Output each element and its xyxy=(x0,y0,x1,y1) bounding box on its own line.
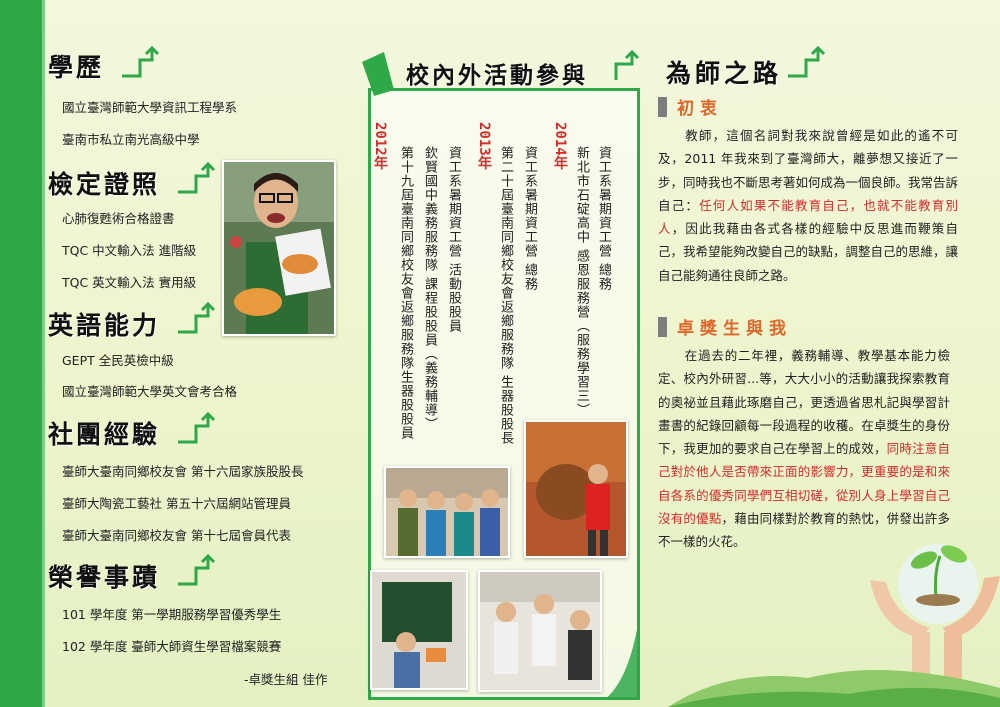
english-item: GEPT 全民英檢中級 xyxy=(62,353,174,368)
certificates-heading: 檢定證照 xyxy=(48,170,161,199)
activity-line: 欽賢國中義務服務隊 課程股股員（義務輔導） xyxy=(422,146,437,432)
honor-item: 101 學年度 第一學期服務學習優秀學生 xyxy=(62,607,282,622)
activity-photo xyxy=(524,420,628,558)
activity-line: 資工系暑期資工營 總務 xyxy=(596,146,611,292)
certificate-item: 心肺復甦術合格證書 xyxy=(62,211,175,226)
subheading-text: 卓獎生與我 xyxy=(677,319,792,339)
activity-year: 2014年 xyxy=(552,122,568,170)
activities-title: 校內外活動參與 xyxy=(406,62,588,89)
frame-corner-icon xyxy=(362,52,394,96)
activity-photo xyxy=(384,466,510,558)
activity-year: 2013年 xyxy=(476,122,492,170)
english-item: 國立臺灣師範大學英文會考合格 xyxy=(62,384,238,399)
subheading-original-intent: 初衷 xyxy=(658,94,723,119)
paragraph-text: ，因此我藉由各式各樣的經驗中反思進而鞭策自己，我希望能夠改變自己的缺點，調整自己… xyxy=(658,221,959,283)
subheading-text: 初衷 xyxy=(677,99,723,119)
education-heading: 學歷 xyxy=(48,53,105,82)
club-item: 臺師大陶瓷工藝社 第五十六屆網站管理員 xyxy=(62,496,291,511)
certificate-item: TQC 英文輸入法 實用級 xyxy=(62,275,197,290)
activity-line: 資工系暑期資工營 活動股股員 xyxy=(446,146,461,334)
club-item: 臺師大臺南同鄉校友會 第十七屆會員代表 xyxy=(62,528,291,543)
paragraph-scholar: 在過去的二年裡，義務輔導、教學基本能力檢定、校內外研習...等，大大小小的活動讓… xyxy=(658,344,950,554)
club-item: 臺師大臺南同鄉校友會 第十六屆家族股股長 xyxy=(62,464,304,479)
step-arrow-icon xyxy=(178,553,216,586)
paragraph-text: 在過去的二年裡，義務輔導、教學基本能力檢定、校內外研習...等，大大小小的活動讓… xyxy=(658,348,950,457)
clubs-heading: 社團經驗 xyxy=(48,420,161,449)
paragraph-highlight: 同時注意自己對於他人是否帶來正面的影響力，更重要的是和來自各系的優秀同學們互相切… xyxy=(658,441,950,527)
page-curl-icon xyxy=(604,612,640,700)
education-item: 臺南市私立南光高級中學 xyxy=(62,132,200,147)
activity-photo xyxy=(478,570,602,692)
activity-line: 第二十屆臺南同鄉校友會返鄉服務隊 生器股股長 xyxy=(498,146,513,446)
paragraph-text: 教師，這個名詞對我來說曾經是如此的遙不可及，2011 年我來到了臺灣師大，離夢想… xyxy=(658,128,959,213)
step-arrow-icon xyxy=(178,161,216,194)
portrait-photo xyxy=(222,160,336,336)
english-heading: 英語能力 xyxy=(48,311,161,340)
certificate-item: TQC 中文輸入法 進階級 xyxy=(62,243,197,258)
step-arrow-icon xyxy=(614,49,640,80)
award-credit: -卓獎生組 佳作 xyxy=(244,672,328,687)
step-arrow-icon xyxy=(178,411,216,444)
hands-plant-icon xyxy=(870,544,1000,680)
step-arrow-icon xyxy=(122,45,160,78)
teacher-title: 為師之路 xyxy=(666,59,783,88)
paragraph-highlight: 任何人如果不能教育自己，也就不能教育別人 xyxy=(658,197,958,237)
green-hills-decoration xyxy=(668,670,1000,707)
bar-marker-icon xyxy=(658,96,667,117)
activity-year: 2012年 xyxy=(372,122,388,170)
honors-heading: 榮譽事蹟 xyxy=(48,563,161,592)
paragraph-text: ，藉由同樣對於教育的熱忱，併發出許多不一樣的火花。 xyxy=(658,511,950,550)
activity-photo xyxy=(370,570,468,690)
paragraph-original-intent: 教師，這個名詞對我來說曾經是如此的遙不可及，2011 年我來到了臺灣師大，離夢想… xyxy=(658,124,958,287)
bar-marker-icon xyxy=(658,316,667,337)
education-item: 國立臺灣師範大學資訊工程學系 xyxy=(62,100,238,115)
subheading-scholar: 卓獎生與我 xyxy=(658,314,792,339)
activity-line: 資工系暑期資工營 總務 xyxy=(522,146,537,292)
activity-line: 第十九屆臺南同鄉校友會返鄉服務隊生器股股員 xyxy=(398,146,413,440)
activity-line: 新北市石碇高中 感恩服務營（服務學習三） xyxy=(574,146,589,418)
honor-item: 102 學年度 臺師大師資生學習檔案競賽 xyxy=(62,639,282,654)
step-arrow-icon xyxy=(178,301,216,334)
step-arrow-icon xyxy=(788,45,826,78)
left-green-bar xyxy=(0,0,45,707)
